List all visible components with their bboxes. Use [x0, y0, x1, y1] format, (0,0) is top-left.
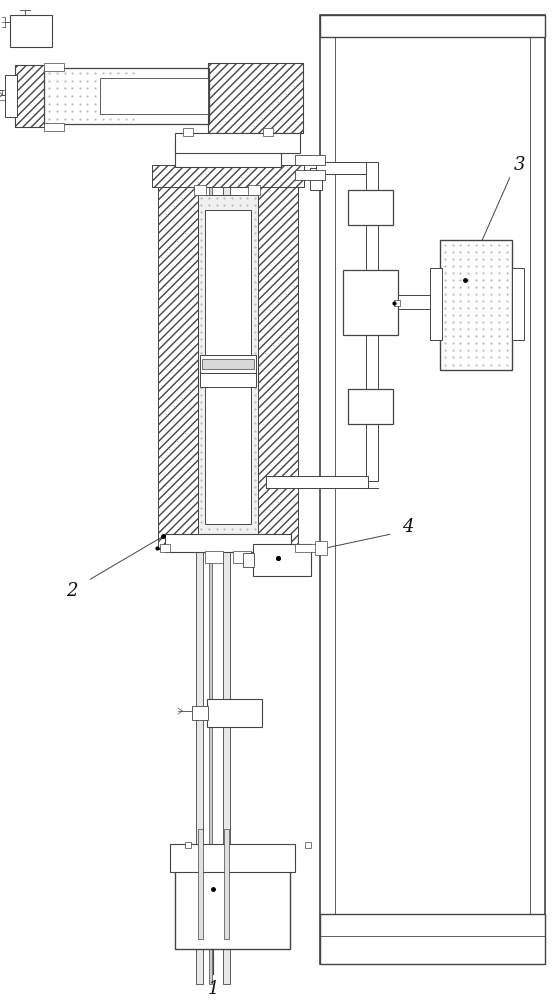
Bar	[44, 63, 64, 71]
Bar	[512, 268, 524, 340]
Bar	[310, 168, 322, 190]
Bar	[198, 195, 258, 539]
Bar	[46, 70, 136, 122]
Bar	[196, 145, 203, 984]
Bar	[320, 15, 545, 37]
Bar	[205, 210, 251, 524]
Bar	[315, 541, 327, 555]
Bar	[205, 551, 223, 563]
Bar	[320, 914, 545, 964]
Bar	[175, 133, 300, 153]
Bar	[209, 145, 212, 984]
Bar	[442, 242, 510, 368]
Bar	[15, 65, 45, 127]
Bar	[170, 844, 295, 872]
Bar	[295, 544, 320, 552]
Bar	[295, 170, 325, 180]
Bar	[192, 706, 208, 720]
Bar	[158, 185, 198, 549]
Bar	[165, 534, 291, 552]
Bar	[247, 536, 289, 550]
Bar	[185, 842, 191, 848]
Bar	[200, 373, 256, 387]
Bar	[207, 212, 249, 522]
Bar	[348, 190, 393, 225]
Bar	[430, 268, 442, 340]
Bar	[233, 551, 251, 563]
Text: 1: 1	[207, 980, 219, 998]
Bar	[224, 829, 229, 939]
Text: 2: 2	[67, 582, 78, 600]
Bar	[207, 699, 262, 727]
Bar	[177, 142, 279, 165]
Bar	[208, 63, 303, 133]
Bar	[167, 536, 209, 550]
Bar	[15, 65, 45, 127]
Bar	[320, 15, 545, 964]
Bar	[316, 162, 371, 174]
Text: 4: 4	[402, 518, 414, 536]
Bar	[175, 869, 290, 949]
Bar	[348, 389, 393, 424]
Bar	[248, 185, 260, 195]
Bar	[183, 128, 193, 136]
Bar	[258, 185, 298, 549]
Bar	[10, 15, 52, 47]
Bar	[223, 145, 230, 984]
Bar	[394, 300, 400, 306]
Text: 3: 3	[514, 156, 525, 174]
Bar	[194, 185, 206, 195]
Bar	[202, 359, 254, 369]
Bar	[172, 846, 293, 870]
Bar	[200, 355, 256, 373]
Bar	[44, 123, 64, 131]
Bar	[243, 553, 254, 567]
Bar	[366, 162, 378, 481]
Bar	[305, 842, 311, 848]
Bar	[160, 544, 170, 552]
Bar	[266, 476, 368, 488]
Bar	[208, 63, 303, 133]
Bar	[177, 135, 298, 151]
Bar	[398, 295, 430, 309]
Bar	[263, 128, 273, 136]
Bar	[198, 829, 203, 939]
Bar	[295, 155, 325, 165]
Bar	[100, 78, 208, 114]
Bar	[513, 270, 522, 338]
Bar	[6, 75, 17, 117]
Bar	[152, 165, 304, 187]
Bar	[343, 270, 398, 335]
Bar	[6, 77, 16, 115]
Bar	[253, 544, 311, 576]
Bar	[44, 68, 209, 124]
Bar	[175, 140, 281, 167]
Bar	[440, 240, 512, 370]
